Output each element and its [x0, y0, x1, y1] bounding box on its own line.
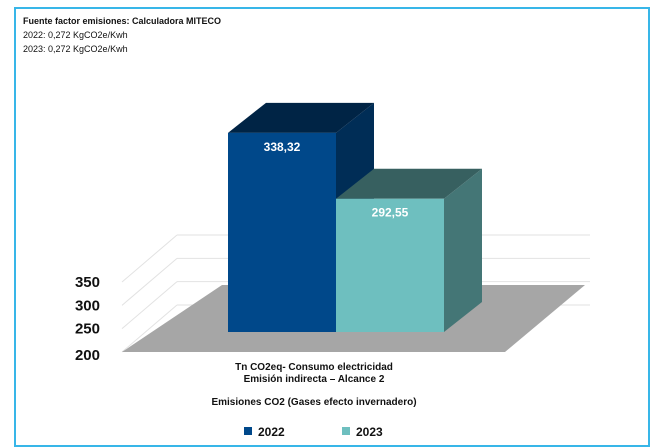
legend-label-2022: 2022	[258, 425, 285, 439]
bar-top-2023	[336, 168, 482, 199]
gridline-side	[121, 304, 178, 353]
y-tick-label: 200	[75, 347, 100, 364]
data-label-2022: 338,32	[264, 140, 301, 154]
gridline-side	[121, 281, 178, 330]
legend-swatch-2023	[342, 427, 350, 435]
legend-label-2023: 2023	[356, 425, 383, 439]
emission-factor-source: Fuente factor emisiones: Calculadora MIT…	[23, 16, 222, 26]
bar-2022	[228, 132, 336, 332]
y-tick-label: 300	[75, 297, 100, 314]
category-label-line: Emisión indirecta – Alcance 2	[244, 374, 385, 385]
bar-top-2022	[228, 102, 374, 133]
gridline-side	[121, 257, 178, 306]
bar-side-2023	[444, 168, 482, 332]
category-label-line: Tn CO2eq- Consumo electricidad	[235, 362, 393, 373]
bar-2023	[336, 198, 444, 332]
y-tick-label: 350	[75, 274, 100, 291]
emission-factor-notes: Fuente factor emisiones: Calculadora MIT…	[23, 14, 221, 56]
emission-factor-2022: 2022: 0,272 KgCO2e/Kwh	[23, 30, 128, 40]
data-label-2023: 292,55	[372, 206, 409, 220]
emission-factor-2023: 2023: 0,272 KgCO2e/Kwh	[23, 44, 128, 54]
x-axis-label: Emisiones CO2 (Gases efecto invernadero)	[211, 397, 416, 408]
y-tick-label: 250	[75, 321, 100, 338]
legend-swatch-2022	[244, 427, 252, 435]
gridline-side	[121, 234, 178, 283]
